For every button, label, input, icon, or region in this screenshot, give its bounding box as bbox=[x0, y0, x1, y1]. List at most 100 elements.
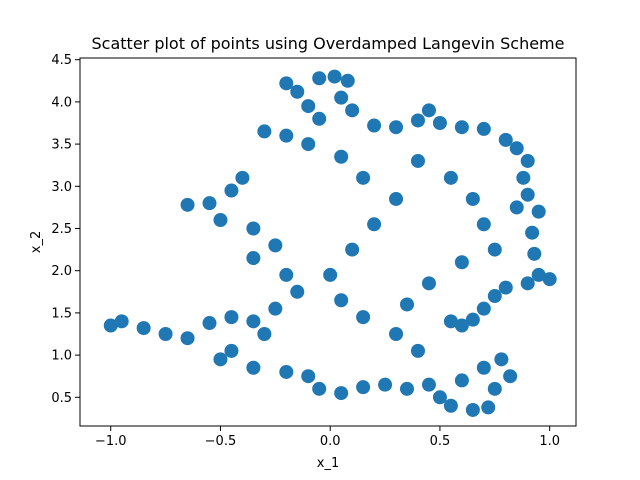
data-point bbox=[136, 321, 151, 336]
data-point bbox=[301, 99, 316, 114]
data-point bbox=[454, 373, 469, 388]
data-point bbox=[334, 149, 349, 164]
y-tick-label: 2.0 bbox=[51, 264, 72, 279]
data-point bbox=[531, 204, 546, 219]
data-point bbox=[103, 318, 118, 333]
data-point bbox=[421, 103, 436, 118]
data-point bbox=[224, 343, 239, 358]
data-point bbox=[389, 191, 404, 206]
data-point bbox=[520, 153, 535, 168]
data-point bbox=[158, 327, 173, 341]
data-points bbox=[103, 69, 557, 417]
data-point bbox=[454, 120, 469, 135]
x-tick-label: 1.0 bbox=[539, 434, 560, 449]
x-axis-ticks: −1.0 −0.5 0.0 0.5 1.0 bbox=[95, 426, 560, 449]
data-point bbox=[498, 132, 513, 147]
y-tick-label: 3.0 bbox=[51, 180, 72, 195]
data-point bbox=[312, 111, 327, 126]
data-point bbox=[432, 115, 447, 130]
data-point bbox=[312, 71, 327, 86]
data-point bbox=[432, 390, 447, 405]
data-point bbox=[327, 69, 342, 84]
y-tick-label: 3.5 bbox=[51, 138, 72, 153]
data-point bbox=[503, 369, 518, 384]
data-point bbox=[213, 213, 228, 228]
data-point bbox=[301, 369, 316, 384]
data-point bbox=[246, 251, 261, 266]
data-point bbox=[290, 84, 305, 99]
y-tick-label: 2.5 bbox=[51, 222, 72, 237]
y-axis-ticks: 0.5 1.0 1.5 2.0 2.5 3.0 3.5 4.0 4.5 bbox=[51, 53, 80, 406]
data-point bbox=[527, 246, 542, 261]
data-point bbox=[509, 200, 524, 215]
data-point bbox=[378, 377, 393, 392]
data-point bbox=[202, 316, 217, 331]
data-point bbox=[290, 284, 305, 299]
data-point bbox=[246, 360, 261, 375]
data-point bbox=[334, 293, 349, 308]
data-point bbox=[340, 73, 355, 88]
data-point bbox=[443, 170, 458, 185]
data-point bbox=[476, 121, 491, 136]
x-tick-label: 0.5 bbox=[430, 434, 451, 449]
data-point bbox=[279, 128, 294, 143]
plot-frame bbox=[79, 57, 577, 427]
data-point bbox=[465, 312, 480, 327]
data-point bbox=[389, 120, 404, 135]
data-point bbox=[487, 289, 502, 304]
data-point bbox=[268, 301, 283, 316]
data-point bbox=[421, 276, 436, 291]
data-point bbox=[235, 170, 250, 185]
data-point bbox=[476, 217, 491, 232]
data-point bbox=[224, 183, 239, 198]
y-tick-label: 1.0 bbox=[51, 349, 72, 364]
data-point bbox=[257, 124, 272, 139]
data-point bbox=[443, 398, 458, 413]
data-point bbox=[476, 301, 491, 316]
data-point bbox=[542, 272, 557, 287]
data-point bbox=[268, 238, 283, 253]
data-point bbox=[345, 242, 360, 257]
data-point bbox=[246, 314, 261, 329]
data-point bbox=[367, 118, 382, 133]
data-point bbox=[531, 267, 546, 282]
data-point bbox=[334, 386, 349, 401]
data-point bbox=[465, 191, 480, 206]
data-point bbox=[410, 153, 425, 168]
data-point bbox=[279, 364, 294, 379]
y-tick-label: 4.5 bbox=[51, 53, 72, 68]
data-point bbox=[224, 310, 239, 325]
x-tick-label: −0.5 bbox=[205, 434, 237, 449]
y-tick-label: 0.5 bbox=[51, 391, 72, 406]
data-point bbox=[487, 242, 502, 257]
data-point bbox=[410, 343, 425, 358]
data-point bbox=[279, 267, 294, 282]
data-point bbox=[180, 197, 195, 212]
data-point bbox=[400, 297, 415, 312]
data-point bbox=[410, 113, 425, 128]
y-tick-label: 4.0 bbox=[51, 95, 72, 110]
data-point bbox=[476, 360, 491, 375]
data-point bbox=[465, 402, 480, 417]
data-point bbox=[367, 217, 382, 232]
data-point bbox=[516, 170, 531, 185]
data-point bbox=[520, 276, 535, 291]
x-axis-label: x_1 bbox=[317, 456, 339, 471]
data-point bbox=[487, 381, 502, 396]
data-point bbox=[279, 76, 294, 91]
data-point bbox=[400, 381, 415, 396]
data-point bbox=[114, 314, 129, 329]
data-point bbox=[520, 187, 535, 202]
data-point bbox=[202, 196, 217, 211]
data-point bbox=[389, 327, 404, 341]
data-point bbox=[312, 381, 327, 396]
data-point bbox=[356, 170, 371, 185]
data-point bbox=[494, 352, 509, 367]
data-point bbox=[509, 141, 524, 156]
data-point bbox=[356, 310, 371, 325]
data-point bbox=[334, 90, 349, 105]
data-point bbox=[498, 280, 513, 295]
chart-title: Scatter plot of points using Overdamped … bbox=[92, 34, 565, 53]
data-point bbox=[257, 327, 272, 341]
